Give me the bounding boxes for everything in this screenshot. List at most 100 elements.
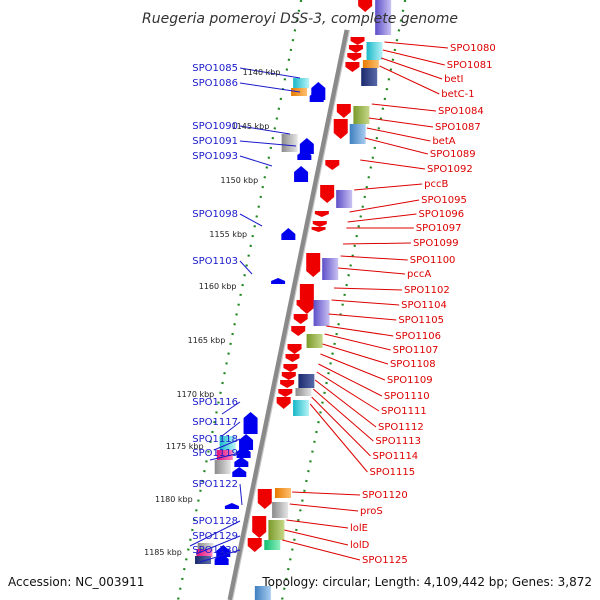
right-gene-label[interactable]: betA: [432, 136, 455, 147]
left-gene-label[interactable]: SPO1086: [192, 78, 238, 89]
forward-gene-arrow: [311, 227, 326, 232]
left-gene-label[interactable]: SPO1128: [192, 516, 238, 527]
right-gene-label[interactable]: pccB: [424, 179, 448, 190]
right-leader-line: [284, 529, 349, 546]
right-gene-label[interactable]: SPO1120: [362, 490, 408, 501]
right-gene-label[interactable]: SPO1081: [447, 60, 493, 71]
left-gene-label[interactable]: SPO1130: [192, 545, 238, 556]
right-leader-line: [382, 49, 445, 66]
right-leader-line: [328, 313, 397, 321]
cog-category-box: [298, 374, 315, 388]
right-gene-label[interactable]: lolD: [350, 540, 370, 551]
right-gene-label[interactable]: SPO1104: [401, 300, 447, 311]
left-gene-labels: SPO1085 SPO1086 SPO1090 SPO1091 SPO1093 SPO10…: [192, 63, 238, 556]
right-leader-line: [334, 287, 403, 291]
left-gene-label[interactable]: SPO1085: [192, 63, 238, 74]
left-gene-label[interactable]: SPO1122: [192, 479, 238, 490]
forward-gene-arrow: [252, 516, 267, 538]
left-gene-label[interactable]: SPO1119: [192, 448, 238, 459]
left-gene-label[interactable]: SPO1093: [192, 151, 238, 162]
reverse-gene-arrow: [294, 166, 309, 182]
right-gene-label[interactable]: pccA: [407, 269, 431, 280]
tick-label: 1180 kbp: [155, 495, 193, 504]
right-gene-label[interactable]: SPO1109: [387, 375, 433, 386]
right-leader-line: [364, 137, 428, 155]
left-leader-line: [239, 125, 291, 135]
left-gene-label[interactable]: SPO1091: [192, 136, 238, 147]
right-leader-line: [347, 213, 417, 223]
right-gene-label[interactable]: SPO1114: [372, 451, 418, 462]
right-gene-label[interactable]: SPO1100: [410, 255, 456, 266]
right-leader-line: [381, 57, 443, 80]
left-gene-label[interactable]: SPO1129: [192, 531, 238, 542]
forward-gene-arrow: [257, 489, 272, 509]
left-gene-label[interactable]: SPO1098: [192, 209, 238, 220]
right-dot-track: [280, 0, 407, 600]
left-gene-label[interactable]: SPO1118: [192, 434, 238, 445]
right-gene-labels: SPO1080 SPO1081 betI betC-1 SPO1084 SPO1087 be…: [350, 43, 496, 566]
right-gene-label[interactable]: SPO1102: [404, 285, 450, 296]
right-gene-label[interactable]: SPO1080: [450, 43, 496, 54]
right-gene-label[interactable]: SPO1112: [378, 422, 424, 433]
right-leader-line: [384, 41, 449, 49]
right-gene-label[interactable]: SPO1099: [413, 238, 459, 249]
forward-gene-arrow: [276, 397, 291, 409]
forward-gene-arrow: [314, 211, 329, 217]
right-gene-label[interactable]: SPO1092: [427, 164, 473, 175]
right-leader-line: [366, 127, 431, 142]
right-gene-label[interactable]: SPO1097: [416, 223, 462, 234]
cog-category-box: [366, 42, 383, 60]
right-gene-label[interactable]: SPO1105: [398, 315, 444, 326]
right-gene-label[interactable]: SPO1108: [390, 359, 436, 370]
cog-category-box: [281, 134, 298, 152]
right-gene-label[interactable]: SPO1084: [438, 106, 484, 117]
right-gene-label[interactable]: SPO1110: [384, 391, 430, 402]
left-leader-line: [221, 401, 241, 415]
forward-gene-arrow: [296, 300, 311, 310]
right-leader-line: [379, 65, 440, 95]
cog-category-box: [268, 520, 285, 540]
right-gene-label[interactable]: proS: [360, 506, 383, 517]
forward-gene-arrow: [345, 62, 360, 72]
right-gene-label[interactable]: betC-1: [441, 89, 474, 100]
gene-features: [195, 0, 392, 600]
right-leader-line: [322, 343, 389, 365]
left-gene-label[interactable]: SPO1116: [192, 397, 238, 408]
right-gene-label[interactable]: lolE: [350, 523, 368, 534]
right-gene-label[interactable]: SPO1095: [421, 195, 467, 206]
right-gene-label[interactable]: SPO1096: [418, 209, 464, 220]
reverse-gene-arrow: [236, 446, 251, 458]
left-leader-line: [239, 67, 301, 79]
right-gene-label[interactable]: SPO1107: [393, 345, 439, 356]
reverse-gene-arrow: [281, 228, 296, 240]
right-leader-line: [368, 117, 434, 128]
right-leader-line: [338, 267, 406, 275]
tick-label: 1150 kbp: [221, 176, 259, 185]
right-gene-label[interactable]: SPO1115: [369, 467, 415, 478]
forward-gene-arrow: [278, 389, 293, 397]
cog-category-box: [322, 258, 339, 280]
right-gene-label[interactable]: SPO1087: [435, 122, 481, 133]
right-gene-label[interactable]: betI: [444, 74, 463, 85]
right-leader-line: [326, 325, 394, 337]
reverse-gene-arrow: [271, 278, 286, 284]
right-leader-line: [289, 503, 359, 512]
right-gene-label[interactable]: SPO1106: [395, 331, 441, 342]
cog-category-box: [306, 334, 323, 348]
left-leader-line: [199, 549, 241, 563]
right-gene-label[interactable]: SPO1125: [362, 555, 408, 566]
right-leader-line: [311, 396, 371, 457]
cog-category-box: [274, 488, 291, 498]
left-gene-label[interactable]: SPO1103: [192, 256, 238, 267]
cog-category-box: [349, 124, 366, 144]
right-gene-label[interactable]: SPO1113: [375, 436, 421, 447]
left-gene-label[interactable]: SPO1090: [192, 121, 238, 132]
right-gene-label[interactable]: SPO1111: [381, 406, 427, 417]
genome-backbone: [227, 29, 351, 600]
reverse-gene-arrow: [243, 412, 258, 434]
left-gene-label[interactable]: SPO1117: [192, 417, 238, 428]
left-leader-line: [239, 483, 243, 506]
cog-category-box: [353, 106, 370, 124]
right-leader-line: [340, 255, 408, 261]
right-gene-label[interactable]: SPO1089: [430, 149, 476, 160]
